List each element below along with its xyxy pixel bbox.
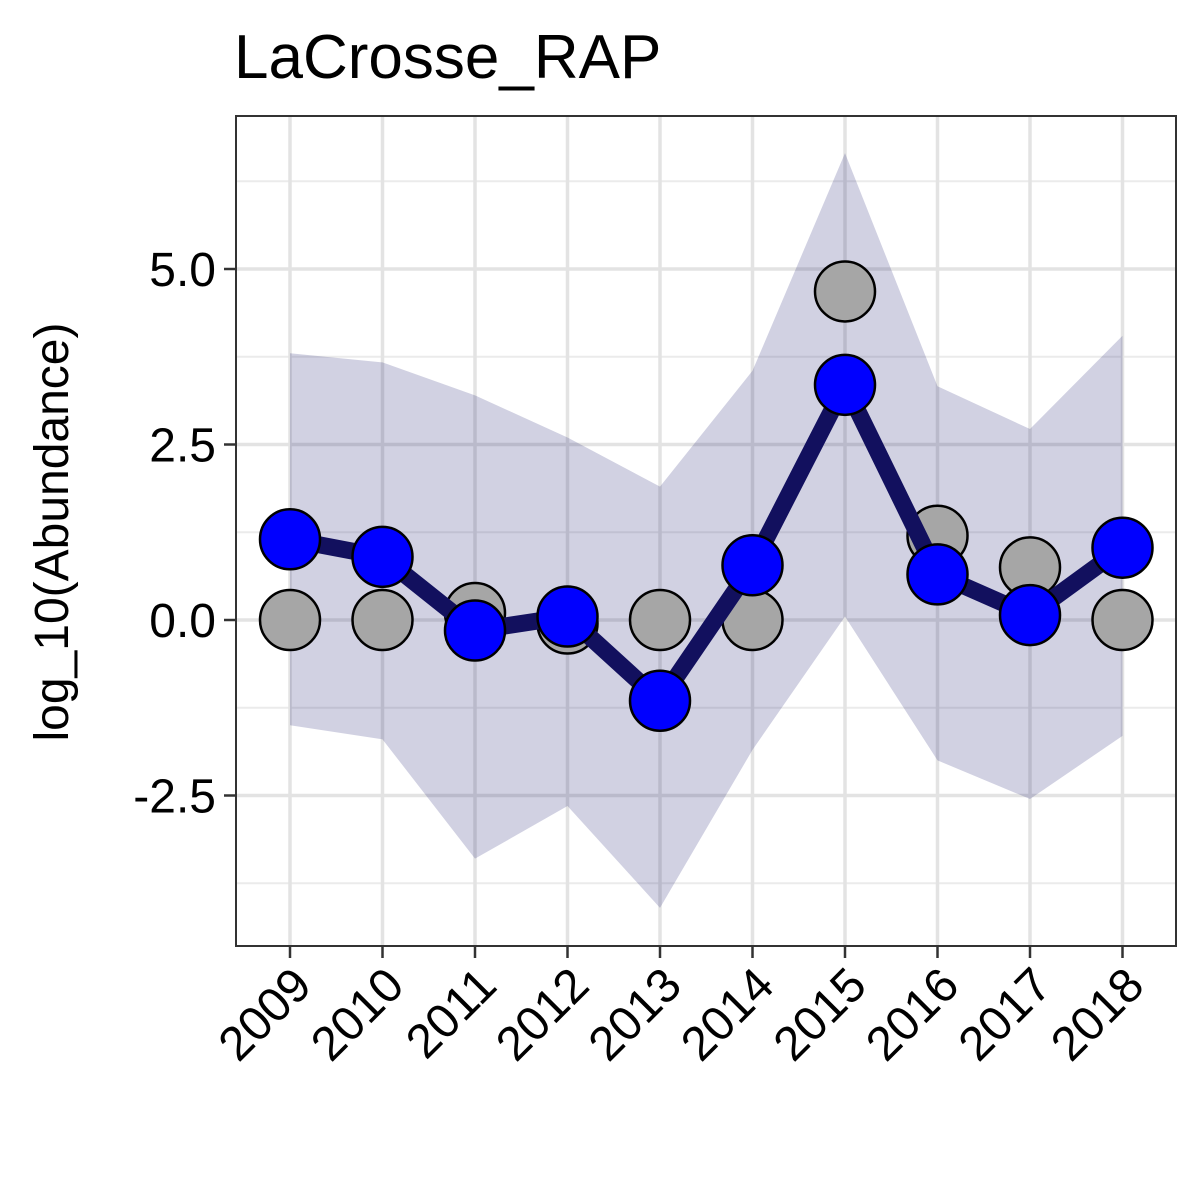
estimate-point — [536, 585, 599, 648]
estimate-point — [906, 543, 969, 606]
x-tick-label: 2018 — [1041, 958, 1154, 1071]
estimate-point — [258, 508, 322, 571]
estimate-point — [721, 533, 784, 597]
x-tick-label: 2012 — [486, 958, 599, 1071]
observed-point — [1091, 588, 1154, 652]
x-tick-label: 2010 — [301, 958, 414, 1071]
estimate-point — [351, 525, 414, 589]
observed-point — [628, 588, 692, 652]
estimate-point — [1091, 516, 1154, 579]
band-area — [290, 153, 1123, 908]
observed-point — [351, 588, 414, 652]
y-axis: -2.5 0.0 2.5 5.0 — [133, 244, 236, 824]
x-tick-label: 2015 — [764, 958, 877, 1071]
y-tick-label: 5.0 — [149, 244, 216, 297]
x-tick-label: 2013 — [579, 958, 692, 1071]
y-tick-label: 0.0 — [149, 595, 216, 648]
plot-border — [235, 115, 1177, 947]
chart-title: LaCrosse_RAP — [234, 23, 661, 92]
grid — [236, 116, 1176, 946]
observed-point — [258, 588, 322, 652]
estimate-point — [628, 669, 692, 732]
confidence-band — [290, 153, 1123, 908]
y-axis-title: log_10(Abundance) — [26, 323, 79, 742]
estimate-line — [288, 376, 1128, 710]
x-tick-label: 2011 — [396, 958, 506, 1068]
estimate-series — [258, 353, 1154, 732]
x-tick-label: 2017 — [949, 958, 1062, 1071]
estimate-point — [998, 583, 1062, 647]
estimate-point — [443, 599, 507, 662]
x-tick-label: 2009 — [209, 958, 322, 1071]
y-tick-label: -2.5 — [133, 771, 216, 824]
y-tick-label: 2.5 — [149, 420, 216, 473]
x-tick-label: 2014 — [671, 958, 784, 1071]
x-tick-label: 2016 — [856, 958, 969, 1071]
estimate-point — [813, 353, 877, 417]
observed-point — [813, 260, 877, 323]
